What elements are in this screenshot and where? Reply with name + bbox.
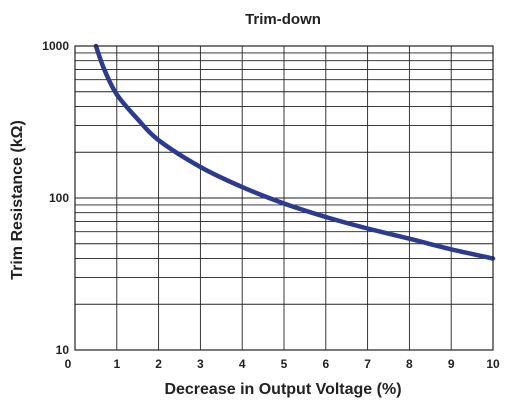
x-tick-label: 0	[65, 357, 72, 371]
x-tick-label: 10	[486, 357, 500, 371]
x-tick-label: 9	[448, 357, 455, 371]
y-tick-label: 1000	[42, 39, 69, 53]
x-tick-label: 5	[281, 357, 288, 371]
x-axis-label: Decrease in Output Voltage (%)	[164, 381, 401, 398]
y-tick-label: 100	[49, 191, 69, 205]
series-line-0	[93, 43, 496, 261]
x-tick-label: 1	[113, 357, 120, 371]
x-tick-label: 6	[322, 357, 329, 371]
series-layer	[93, 43, 496, 261]
x-tick-label: 8	[406, 357, 413, 371]
grid	[75, 46, 493, 350]
x-tick-label: 7	[364, 357, 371, 371]
tick-labels: 0 1 2 3 4 5 6 7 8 9 10 10 100 1000	[42, 39, 500, 371]
x-tick-label: 3	[197, 357, 204, 371]
y-axis-label: Trim Resistance (kΩ)	[9, 120, 26, 280]
x-tick-label: 2	[155, 357, 162, 371]
chart-title: Trim-down	[245, 11, 321, 28]
x-tick-label: 4	[239, 357, 246, 371]
y-tick-label: 10	[56, 343, 70, 357]
plot-frame	[74, 45, 494, 351]
